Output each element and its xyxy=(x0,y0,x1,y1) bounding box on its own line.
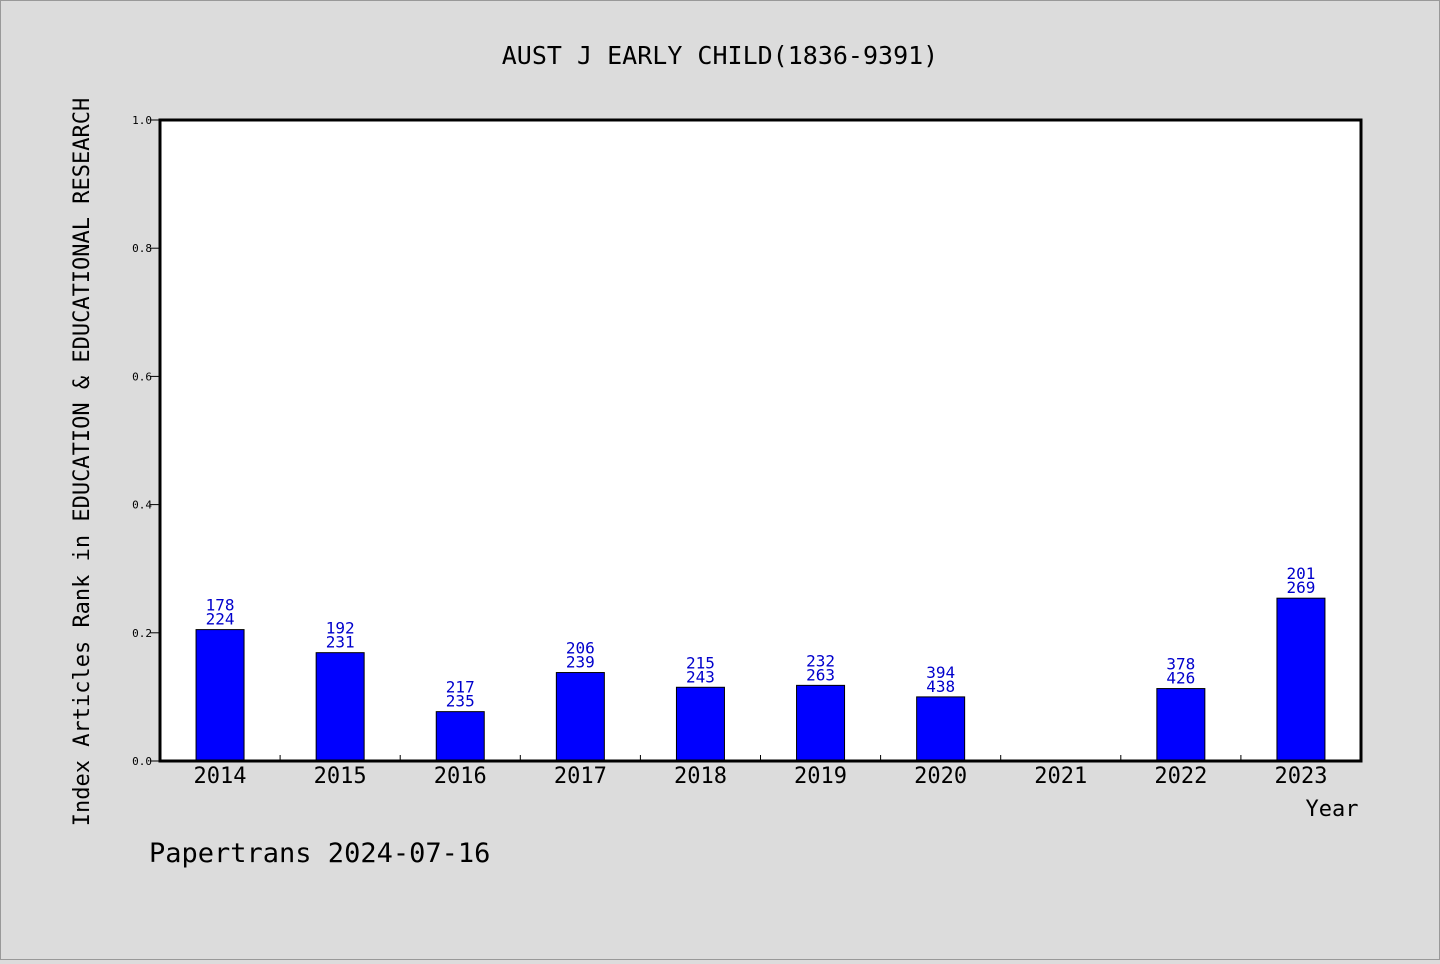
bar-label-top: 232 xyxy=(806,651,835,670)
x-tick-label: 2020 xyxy=(914,764,967,789)
bar-label-top: 206 xyxy=(566,639,595,658)
y-axis-title: Index Articles Rank in EDUCATION & EDUCA… xyxy=(70,98,95,826)
y-tick-label: 1.0 xyxy=(132,114,152,127)
bar-2023 xyxy=(1276,597,1326,762)
x-tick-label: 2023 xyxy=(1274,764,1327,789)
bar-label-top: 378 xyxy=(1166,655,1195,674)
x-tick-label: 2016 xyxy=(434,764,487,789)
bar-label-bottom: 224 xyxy=(206,610,235,629)
bar-label-top: 178 xyxy=(206,596,235,615)
bar-label-top: 215 xyxy=(686,653,715,672)
bar-2020 xyxy=(916,696,966,762)
bar-2015 xyxy=(315,652,365,762)
bar-label-top: 217 xyxy=(446,678,475,697)
plot-frame xyxy=(158,118,1363,763)
bar-label-bottom: 231 xyxy=(326,633,355,652)
bar-2019 xyxy=(796,684,846,762)
bar-2022 xyxy=(1156,688,1206,762)
bar-label-bottom: 243 xyxy=(686,667,715,686)
bar-label-bottom: 426 xyxy=(1166,669,1195,688)
y-tick-label: 0.2 xyxy=(132,627,152,640)
bar-label-bottom: 263 xyxy=(806,665,835,684)
x-tick-label: 2014 xyxy=(194,764,247,789)
y-tick-label: 0.4 xyxy=(132,499,152,512)
bar-label-top: 192 xyxy=(326,619,355,638)
x-tick-label: 2019 xyxy=(794,764,847,789)
bar-label-bottom: 235 xyxy=(446,692,475,711)
bar-2016 xyxy=(435,711,485,762)
chart-title: AUST J EARLY CHILD(1836-9391) xyxy=(502,41,939,70)
x-tick-label: 2018 xyxy=(674,764,727,789)
bar-label-top: 394 xyxy=(926,663,955,682)
bar-label-top: 201 xyxy=(1286,564,1315,583)
ticks-layer: 0.0 0.2 0.4 0.6 0.8 1.0 2014 2015 2016 2017 2018 20… xyxy=(132,114,1327,789)
y-tick-label: 0.0 xyxy=(132,755,152,768)
x-tick-label: 2021 xyxy=(1034,764,1087,789)
y-tick-label: 0.8 xyxy=(132,242,152,255)
x-tick-label: 2022 xyxy=(1154,764,1207,789)
bar-2014 xyxy=(195,629,245,762)
bar-2018 xyxy=(675,686,725,762)
bar-2017 xyxy=(555,672,605,762)
x-axis-title: Year xyxy=(1306,797,1359,822)
y-tick-label: 0.6 xyxy=(132,370,152,383)
bar-label-bottom: 239 xyxy=(566,653,595,672)
x-tick-label: 2017 xyxy=(554,764,607,789)
bar-label-bottom: 269 xyxy=(1286,578,1315,597)
footer-credit: Papertrans 2024-07-16 xyxy=(149,838,490,869)
bar-label-bottom: 438 xyxy=(926,677,955,696)
x-tick-label: 2015 xyxy=(314,764,367,789)
